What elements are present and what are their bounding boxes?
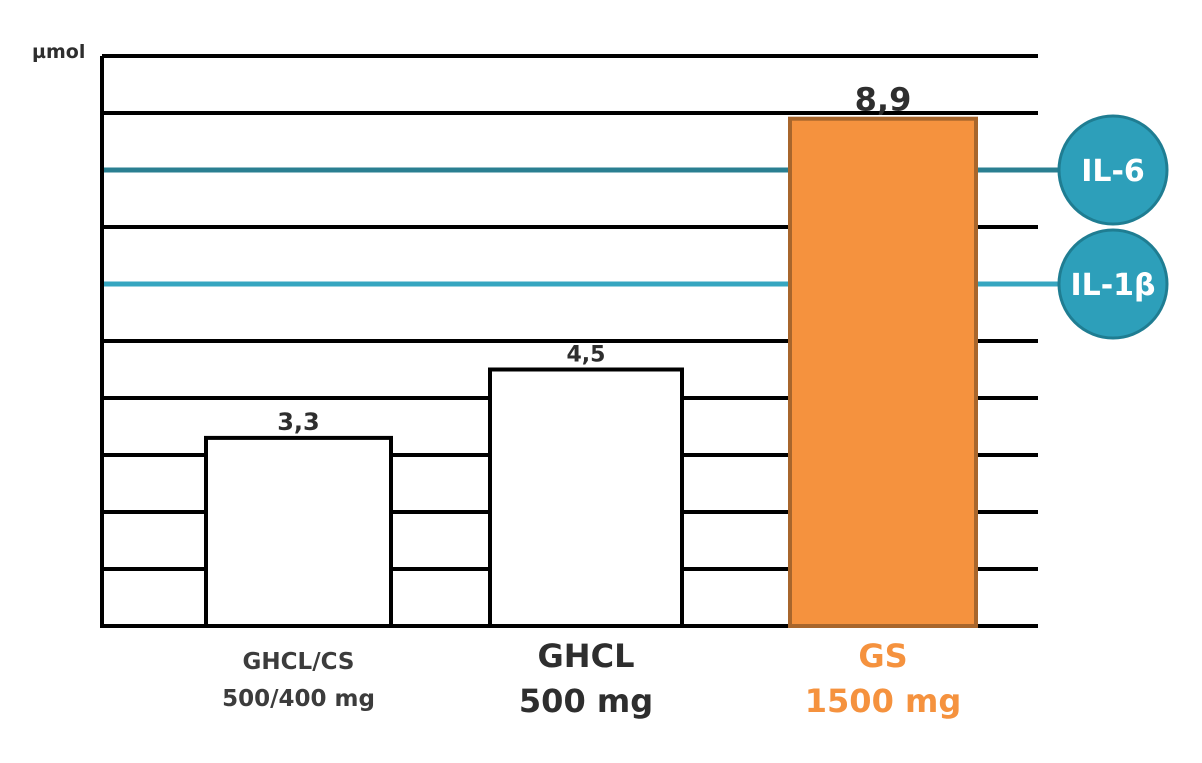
category-label-line2: 500 mg	[519, 682, 653, 720]
value-labels: 3,3 4,5 8,9	[277, 81, 911, 436]
marker-label: IL-6	[1081, 154, 1145, 189]
value-label: 4,5	[567, 343, 606, 368]
marker-circle	[1057, 228, 1169, 340]
category-labels: GHCL/CS 500/400 mg GHCL 500 mg GS 1500 mg	[222, 637, 961, 720]
bar	[788, 116, 978, 628]
category-label-line1: GHCL	[538, 637, 635, 675]
value-label: 3,3	[277, 408, 320, 436]
category-label-line2: 1500 mg	[805, 682, 961, 720]
bar	[488, 367, 684, 628]
category-label-line1: GS	[858, 637, 907, 675]
category-label-line2: 500/400 mg	[222, 686, 375, 712]
reference-markers: IL-6 IL-1β	[102, 114, 1169, 340]
marker-label: IL-1β	[1070, 268, 1155, 303]
category-label-line1: GHCL/CS	[243, 649, 355, 675]
y-axis-unit-label: µmol	[32, 41, 85, 63]
bar	[204, 435, 393, 628]
bars	[204, 116, 978, 628]
marker-circle	[1057, 114, 1169, 226]
value-label: 8,9	[855, 81, 912, 119]
